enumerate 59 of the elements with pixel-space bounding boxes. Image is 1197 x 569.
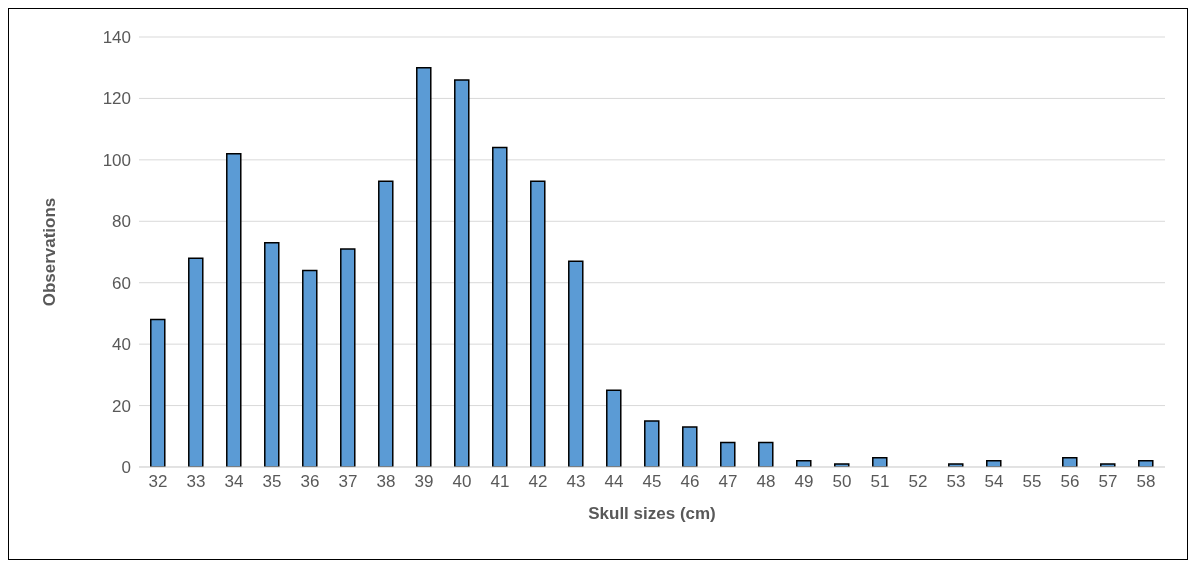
bar xyxy=(454,79,470,467)
x-tick-label: 35 xyxy=(262,472,282,492)
bar xyxy=(758,441,774,467)
bar xyxy=(302,269,318,467)
x-tick-label: 32 xyxy=(148,472,168,492)
bar xyxy=(530,180,546,467)
y-tick-label: 120 xyxy=(102,89,131,109)
x-tick-label: 50 xyxy=(832,472,852,492)
x-tick-label: 56 xyxy=(1060,472,1080,492)
x-tick-label: 42 xyxy=(528,472,548,492)
bar xyxy=(416,66,432,467)
y-tick-label: 20 xyxy=(112,396,131,416)
bar xyxy=(150,318,166,467)
x-axis-title: Skull sizes (cm) xyxy=(588,504,716,523)
y-tick-label: 100 xyxy=(102,150,131,170)
bar xyxy=(606,389,622,467)
x-tick-label: 43 xyxy=(566,472,586,492)
bar xyxy=(492,146,508,467)
y-tick-label: 140 xyxy=(102,28,131,48)
x-tick-label: 52 xyxy=(908,472,928,492)
bar xyxy=(986,460,1002,467)
bar xyxy=(340,248,356,467)
y-tick-label: 60 xyxy=(112,273,131,293)
x-tick-label: 38 xyxy=(376,472,396,492)
x-tick-label: 44 xyxy=(604,472,624,492)
bar xyxy=(872,457,888,467)
x-tick-label: 33 xyxy=(186,472,206,492)
bar xyxy=(378,180,394,467)
bar xyxy=(682,426,698,467)
bar xyxy=(1138,460,1154,467)
bar xyxy=(226,152,242,467)
y-tick-label: 80 xyxy=(112,212,131,232)
x-tick-label: 51 xyxy=(870,472,890,492)
x-tick-label: 47 xyxy=(718,472,738,492)
bar xyxy=(796,460,812,467)
bar xyxy=(188,257,204,467)
x-tick-label: 55 xyxy=(1022,472,1042,492)
x-tick-label: 40 xyxy=(452,472,472,492)
x-tick-label: 39 xyxy=(414,472,434,492)
x-tick-label: 53 xyxy=(946,472,966,492)
x-tick-label: 36 xyxy=(300,472,320,492)
bar xyxy=(568,260,584,467)
x-tick-label: 45 xyxy=(642,472,662,492)
x-tick-label: 46 xyxy=(680,472,700,492)
x-tick-label: 37 xyxy=(338,472,358,492)
bar xyxy=(264,242,280,467)
bar xyxy=(1062,457,1078,467)
y-tick-label: 0 xyxy=(121,458,131,478)
x-tick-label: 54 xyxy=(984,472,1004,492)
y-axis-title: Observations xyxy=(40,197,60,307)
y-tick-label: 40 xyxy=(112,335,131,355)
x-tick-label: 41 xyxy=(490,472,510,492)
x-tick-label: 58 xyxy=(1136,472,1156,492)
bar xyxy=(720,441,736,467)
x-tick-label: 34 xyxy=(224,472,244,492)
x-tick-label: 57 xyxy=(1098,472,1118,492)
x-tick-label: 48 xyxy=(756,472,776,492)
bar xyxy=(644,420,660,467)
x-tick-label: 49 xyxy=(794,472,814,492)
